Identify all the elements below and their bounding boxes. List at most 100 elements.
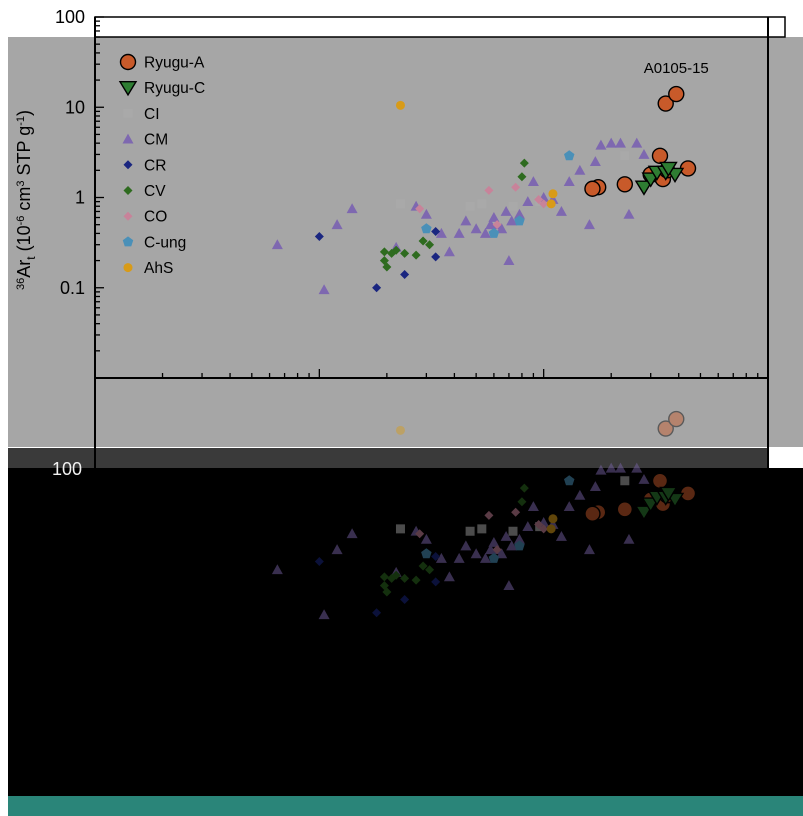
point-ryugu-a — [651, 147, 669, 164]
lower-point-ryugu-a — [589, 504, 607, 521]
point-cm — [574, 164, 586, 175]
lower-point-cm — [410, 525, 422, 536]
point-co — [492, 220, 502, 230]
point-ryugu-c — [659, 161, 678, 177]
lower-point-cm — [506, 540, 518, 551]
top-frame — [94, 16, 786, 38]
lower-point-cm — [470, 548, 482, 559]
point-cr — [431, 252, 441, 262]
point-cm — [563, 176, 575, 187]
point-cm — [460, 215, 472, 226]
point-cv — [400, 248, 410, 258]
lower-point-ryugu-a — [658, 487, 676, 504]
point-cm — [443, 246, 455, 257]
legend-label-cm: CM — [144, 132, 168, 149]
point-cv — [391, 245, 401, 255]
point-co — [539, 199, 549, 209]
lower-point-cm — [491, 544, 503, 555]
lower-point-cv — [387, 573, 397, 583]
lower-point-cm — [390, 566, 402, 577]
lower-point-cm — [555, 530, 567, 541]
lower-point-cm — [479, 552, 491, 563]
point-ci — [620, 151, 630, 161]
lower-point-cr — [431, 552, 441, 562]
lower-point-cm — [420, 533, 432, 544]
point-c-ung — [421, 223, 432, 234]
point-cm — [496, 223, 508, 234]
point-co — [511, 182, 521, 192]
legend-label-c-ung: C-ung — [144, 234, 186, 251]
lower-point-c-ung — [563, 475, 575, 486]
lower-point-ryugu-a — [642, 491, 659, 508]
point-cv — [382, 262, 392, 272]
legend-label-ryugu-c: Ryugu-C — [144, 80, 205, 97]
lower-point-ryugu-a — [657, 420, 674, 437]
lower-point-cm — [503, 580, 515, 590]
lower-point-ryugu-a — [679, 485, 697, 502]
lower-panel-tick-label: 100 — [52, 459, 82, 479]
lower-point-cm — [460, 540, 472, 551]
lower-point-cm — [331, 544, 343, 555]
point-cr — [372, 283, 382, 293]
lower-point-cm — [574, 489, 586, 500]
lower-point-c-ung — [421, 548, 432, 559]
lower-point-co — [539, 524, 549, 534]
point-cr — [431, 227, 441, 237]
legend-marker-ryugu-a — [119, 53, 137, 71]
lower-point-ryugu-a — [648, 491, 666, 508]
point-cm — [527, 176, 539, 187]
point-cm — [346, 203, 358, 214]
point-cm — [513, 208, 525, 219]
point-cm — [479, 227, 491, 238]
lower-point-ryugu-c — [659, 486, 678, 502]
point-cm — [435, 227, 447, 238]
legend: Ryugu-A Ryugu-C CI CM CR CV CO C-ung AhS — [118, 53, 205, 277]
point-co — [484, 185, 494, 195]
lower-point-cm — [527, 501, 539, 512]
teal-strip — [8, 796, 803, 816]
lower-point-cm — [496, 548, 508, 559]
point-ryugu-a — [616, 176, 634, 193]
lower-point-cv — [418, 561, 428, 571]
point-cr — [314, 231, 324, 241]
point-cv — [379, 247, 389, 257]
dark-region — [8, 468, 803, 803]
legend-marker-c-ung — [122, 236, 134, 247]
point-ci — [465, 201, 475, 211]
point-cm — [623, 208, 635, 219]
lower-point-co — [484, 510, 494, 520]
lower-point-cv — [519, 483, 529, 493]
lower-point-ryugu-a — [668, 410, 685, 428]
point-cm — [638, 148, 650, 159]
point-ci — [477, 199, 487, 209]
lower-point-cm — [583, 544, 595, 555]
dark-band — [8, 448, 768, 468]
lower-point-ryugu-c — [641, 497, 660, 513]
point-ahs — [548, 189, 558, 199]
legend-marker-ci — [123, 108, 133, 118]
legend-label-cv: CV — [144, 183, 166, 200]
lower-point-ahs — [395, 425, 405, 435]
lower-point-ci — [477, 524, 487, 534]
lower-point-co — [534, 520, 544, 530]
lower-point-ci — [465, 526, 475, 536]
point-cv — [519, 158, 529, 168]
lower-point-ryugu-a — [616, 501, 634, 518]
lower-point-cm — [631, 462, 643, 473]
y-tick-label: 0.1 — [60, 278, 85, 298]
lower-point-co — [511, 507, 521, 517]
lower-point-cm — [485, 544, 497, 555]
lower-point-ci — [395, 524, 405, 534]
lower-point-cm — [346, 528, 358, 539]
point-c-ung — [514, 215, 525, 226]
point-cm — [506, 215, 518, 226]
lower-point-cm — [500, 530, 512, 541]
lower-point-co — [492, 545, 502, 555]
lower-point-cr — [431, 577, 441, 587]
lower-point-cm — [614, 462, 626, 473]
lower-point-c-ung — [514, 540, 525, 551]
lower-point-ryugu-c — [634, 505, 654, 521]
point-cv — [418, 236, 428, 246]
y-tick-label: 100 — [55, 7, 85, 27]
